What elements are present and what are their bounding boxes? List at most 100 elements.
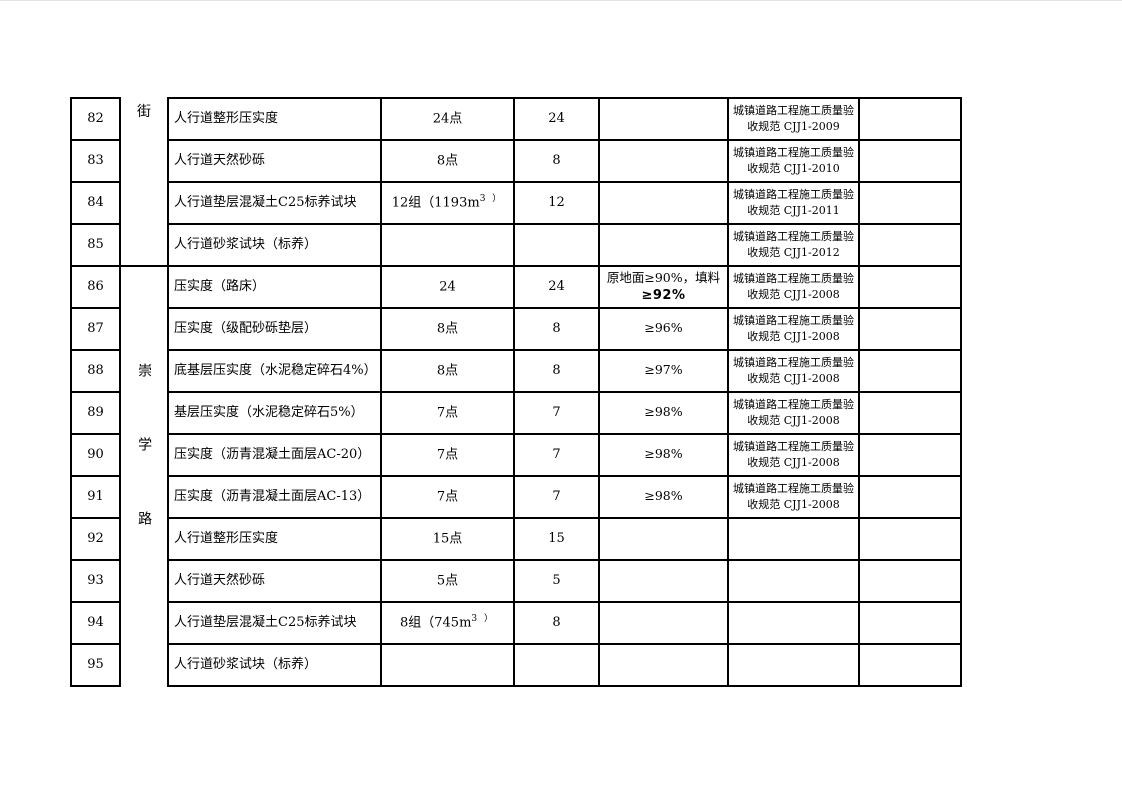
quantity-cell: 7点 — [380, 391, 515, 435]
requirement-cell — [598, 139, 729, 183]
quantity-cell: 15点 — [380, 517, 515, 561]
item-name-cell: 基层压实度（水泥稳定碎石5%） — [167, 391, 382, 435]
count-cell — [513, 643, 600, 687]
table-row: 87 压实度（级配砂砾垫层） 8点 8 ≥96% 城镇道路工程施工质量验 收规范… — [70, 307, 962, 351]
remark-cell — [858, 559, 962, 603]
count-cell: 8 — [513, 349, 600, 393]
standard-cell: 城镇道路工程施工质量验 收规范 CJJ1-2012 — [727, 223, 860, 267]
table-row: 89 基层压实度（水泥稳定碎石5%） 7点 7 ≥98% 城镇道路工程施工质量验… — [70, 391, 962, 435]
requirement-cell — [598, 643, 729, 687]
item-name-cell: 人行道砂浆试块（标养） — [167, 643, 382, 687]
remark-cell — [858, 475, 962, 519]
standard-cell: 城镇道路工程施工质量验 收规范 CJJ1-2010 — [727, 139, 860, 183]
row-number-cell: 82 — [70, 97, 121, 141]
quantity-cell — [380, 643, 515, 687]
standard-cell: 城镇道路工程施工质量验 收规范 CJJ1-2008 — [727, 265, 860, 309]
quantity-text: 7点 — [436, 489, 459, 505]
count-cell: 5 — [513, 559, 600, 603]
quantity-cell: 12组（1193m3 ） — [380, 181, 515, 225]
remark-cell — [858, 391, 962, 435]
requirement-cell — [598, 601, 729, 645]
table-row: 95 人行道砂浆试块（标养） — [70, 643, 962, 687]
requirement-text: 原地面≥90%，填料 — [606, 269, 721, 285]
remark-cell — [858, 223, 962, 267]
requirement-cell: ≥98% — [598, 433, 729, 477]
standard-cell — [727, 559, 860, 603]
row-number-cell: 94 — [70, 601, 121, 645]
item-name-cell: 人行道垫层混凝土C25标养试块 — [167, 601, 382, 645]
table-row: 88 底基层压实度（水泥稳定碎石4%） 8点 8 ≥97% 城镇道路工程施工质量… — [70, 349, 962, 393]
row-number-cell: 85 — [70, 223, 121, 267]
table-row: 93 人行道天然砂砾 5点 5 — [70, 559, 962, 603]
standard-cell: 城镇道路工程施工质量验 收规范 CJJ1-2011 — [727, 181, 860, 225]
item-name-cell: 压实度（级配砂砾垫层） — [167, 307, 382, 351]
table-row: 91 压实度（沥青混凝土面层AC-13） 7点 7 ≥98% 城镇道路工程施工质… — [70, 475, 962, 519]
requirement-text: ≥96% — [644, 320, 683, 336]
standard-cell: 城镇道路工程施工质量验 收规范 CJJ1-2008 — [727, 475, 860, 519]
count-cell: 7 — [513, 391, 600, 435]
count-cell: 7 — [513, 475, 600, 519]
quantity-text: 15点 — [432, 531, 463, 547]
quantity-cell: 8点 — [380, 349, 515, 393]
quantity-cell: 7点 — [380, 433, 515, 477]
table-row: 85 人行道砂浆试块（标养） 城镇道路工程施工质量验 收规范 CJJ1-2012 — [70, 223, 962, 267]
standard-cell — [727, 643, 860, 687]
quantity-text: 8组（745m — [399, 615, 472, 631]
table-row: 86 崇学路 压实度（路床） 24 24 原地面≥90%，填料 ≥92% 城镇道路… — [70, 265, 962, 686]
requirement-cell: ≥98% — [598, 475, 729, 519]
quantity-text: 24 — [439, 279, 456, 295]
requirement-text: ≥98% — [644, 446, 683, 462]
road-name-cell: 街 — [119, 98, 169, 267]
requirement-text: ≥98% — [644, 488, 683, 504]
count-cell: 15 — [513, 517, 600, 561]
item-name-cell: 人行道砂浆试块（标养） — [167, 223, 382, 267]
requirement-cell — [598, 559, 729, 603]
quantity-text: 8点 — [436, 321, 459, 337]
requirement-cell — [598, 517, 729, 561]
count-cell: 24 — [513, 265, 600, 309]
requirement-cell: ≥97% — [598, 349, 729, 393]
quantity-text: 7点 — [436, 447, 459, 463]
count-cell: 12 — [513, 181, 600, 225]
table-row: 84 人行道垫层混凝土C25标养试块 12组（1193m3 ） 12 城镇道路工… — [70, 181, 962, 225]
remark-cell — [858, 97, 962, 141]
count-cell: 8 — [513, 601, 600, 645]
table-row: 90 压实度（沥青混凝土面层AC-20） 7点 7 ≥98% 城镇道路工程施工质… — [70, 433, 962, 477]
row-number-cell: 90 — [70, 433, 121, 477]
remark-cell — [858, 643, 962, 687]
requirement-cell: ≥98% — [598, 391, 729, 435]
remark-cell — [858, 181, 962, 225]
quantity-cell: 5点 — [380, 559, 515, 603]
item-name-cell: 人行道整形压实度 — [167, 97, 382, 141]
remark-cell — [858, 349, 962, 393]
remark-cell — [858, 517, 962, 561]
item-name-cell: 压实度（沥青混凝土面层AC-13） — [167, 475, 382, 519]
row-number-cell: 86 — [70, 265, 121, 309]
requirement-text: ≥97% — [644, 362, 683, 378]
quantity-text: 24点 — [432, 111, 463, 127]
quantity-cell: 8点 — [380, 307, 515, 351]
row-number-cell: 95 — [70, 643, 121, 687]
row-number-cell: 91 — [70, 475, 121, 519]
row-number-cell: 93 — [70, 559, 121, 603]
row-number-cell: 83 — [70, 139, 121, 183]
requirement-cell: 原地面≥90%，填料 ≥92% — [598, 265, 729, 309]
standard-cell: 城镇道路工程施工质量验 收规范 CJJ1-2008 — [727, 391, 860, 435]
item-name-cell: 压实度（路床） — [167, 265, 382, 309]
count-cell: 8 — [513, 139, 600, 183]
count-cell: 24 — [513, 97, 600, 141]
road-name-cell: 崇学路 — [119, 265, 169, 686]
item-name-cell: 人行道天然砂砾 — [167, 559, 382, 603]
row-number-cell: 88 — [70, 349, 121, 393]
quantity-cell: 8点 — [380, 139, 515, 183]
quantity-cell: 8组（745m3 ） — [380, 601, 515, 645]
row-number-cell: 92 — [70, 517, 121, 561]
remark-cell — [858, 307, 962, 351]
item-name-cell: 人行道天然砂砾 — [167, 139, 382, 183]
item-name-cell: 人行道整形压实度 — [167, 517, 382, 561]
requirement-cell: ≥96% — [598, 307, 729, 351]
standard-cell: 城镇道路工程施工质量验 收规范 CJJ1-2009 — [727, 97, 860, 141]
requirement-cell — [598, 223, 729, 267]
inspection-summary-table: 82 街 人行道整形压实度 24点 24 城镇道路工程施工质量验 收规范 CJJ… — [70, 97, 962, 687]
